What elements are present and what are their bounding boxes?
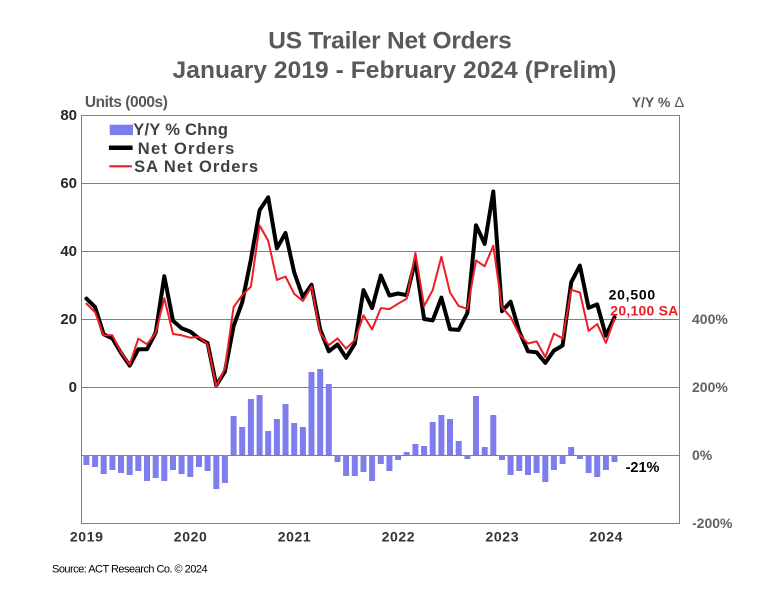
svg-text:2019: 2019 [70,529,103,545]
svg-text:60: 60 [60,175,77,192]
svg-text:80: 80 [60,107,77,124]
svg-text:SA Net Orders: SA Net Orders [134,158,258,176]
svg-text:US Trailer Net Orders: US Trailer Net Orders [268,28,512,55]
svg-text:Y/Y %: Y/Y % [632,94,671,110]
svg-text:Δ: Δ [674,94,684,111]
svg-text:0%: 0% [692,447,713,463]
svg-text:2022: 2022 [382,529,415,545]
svg-text:Y/Y % Chng: Y/Y % Chng [133,121,228,139]
svg-text:Units (000s): Units (000s) [85,94,168,111]
svg-text:20: 20 [60,311,77,328]
svg-text:20,500: 20,500 [609,287,656,303]
svg-text:January 2019 - February 2024 (: January 2019 - February 2024 (Prelim) [173,57,617,84]
svg-text:20,100 SA: 20,100 SA [610,303,678,319]
svg-text:2023: 2023 [486,529,519,545]
svg-text:40: 40 [60,243,77,260]
svg-text:2024: 2024 [589,529,622,545]
svg-text:-200%: -200% [692,515,733,531]
svg-text:400%: 400% [692,311,728,327]
svg-text:2020: 2020 [174,529,207,545]
svg-text:200%: 200% [692,379,728,395]
svg-text:2021: 2021 [278,529,311,545]
svg-text:0: 0 [69,379,77,396]
svg-text:Source: ACT Research Co. © 202: Source: ACT Research Co. © 2024 [52,564,208,576]
svg-text:Net Orders: Net Orders [138,140,235,158]
svg-text:-21%: -21% [626,460,660,476]
